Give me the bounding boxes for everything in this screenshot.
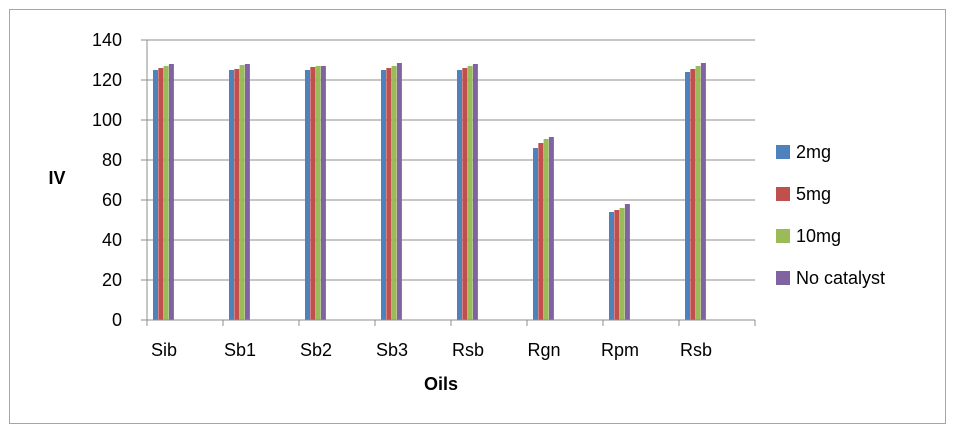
bar-5mg-rpm bbox=[614, 210, 620, 320]
y-tick-label: 40 bbox=[102, 230, 122, 250]
bar-2mg-rsb bbox=[685, 72, 690, 320]
bars bbox=[153, 63, 706, 320]
bar-no-catalyst-sib bbox=[168, 64, 174, 320]
x-tick-label: Rsb bbox=[452, 340, 484, 360]
bar-2mg-sb1 bbox=[229, 70, 234, 320]
x-axis-title: Oils bbox=[424, 374, 458, 394]
bar-2mg-sb2 bbox=[305, 70, 310, 320]
y-tick-label: 60 bbox=[102, 190, 122, 210]
y-tick-label: 20 bbox=[102, 270, 122, 290]
y-axis-title: IV bbox=[48, 168, 65, 188]
bar-5mg-sb2 bbox=[310, 67, 316, 320]
bar-2mg-sib bbox=[153, 70, 158, 320]
x-tick-label: Sb1 bbox=[224, 340, 256, 360]
legend-swatch bbox=[776, 187, 790, 201]
legend-label: 2mg bbox=[796, 142, 831, 162]
bar-5mg-sb3 bbox=[386, 68, 392, 320]
x-tick-label: Rpm bbox=[601, 340, 639, 360]
bar-no-catalyst-sb3 bbox=[396, 63, 402, 320]
legend-label: 10mg bbox=[796, 226, 841, 246]
x-tick-label: Sib bbox=[151, 340, 177, 360]
x-tick-label: Rsb bbox=[680, 340, 712, 360]
bar-10mg-rgn bbox=[543, 139, 549, 320]
y-tick-label: 100 bbox=[92, 110, 122, 130]
bar-no-catalyst-rsb bbox=[700, 63, 706, 320]
y-tick-label: 0 bbox=[112, 310, 122, 330]
bar-no-catalyst-sb2 bbox=[320, 66, 326, 320]
legend-swatch bbox=[776, 145, 790, 159]
bar-no-catalyst-sb1 bbox=[244, 64, 250, 320]
x-tick-label: Sb2 bbox=[300, 340, 332, 360]
bar-2mg-rgn bbox=[533, 148, 538, 320]
bar-5mg-rgn bbox=[538, 143, 544, 320]
bar-5mg-rsb bbox=[462, 68, 468, 320]
bar-5mg-sb1 bbox=[234, 69, 240, 320]
y-tick-labels: 0 20 40 60 80 100 120 140 bbox=[92, 30, 122, 330]
bar-10mg-rpm bbox=[619, 208, 625, 320]
bar-no-catalyst-rpm bbox=[624, 204, 630, 320]
axes bbox=[141, 39, 756, 326]
bar-2mg-sb3 bbox=[381, 70, 386, 320]
y-tick-label: 80 bbox=[102, 150, 122, 170]
x-tick-labels: Sib Sb1 Sb2 Sb3 Rsb Rgn Rpm Rsb bbox=[151, 340, 712, 360]
legend: 2mg 5mg 10mg No catalyst bbox=[776, 142, 885, 288]
y-tick-label: 140 bbox=[92, 30, 122, 50]
bar-2mg-rsb bbox=[457, 70, 462, 320]
legend-swatch bbox=[776, 229, 790, 243]
bar-10mg-sib bbox=[163, 66, 169, 320]
legend-swatch bbox=[776, 271, 790, 285]
bar-5mg-rsb bbox=[690, 69, 696, 320]
bar-5mg-sib bbox=[158, 68, 164, 320]
y-tick-label: 120 bbox=[92, 70, 122, 90]
bar-2mg-rpm bbox=[609, 212, 614, 320]
bar-10mg-sb1 bbox=[239, 65, 245, 320]
bar-10mg-sb3 bbox=[391, 66, 397, 320]
bar-no-catalyst-rgn bbox=[548, 137, 554, 320]
legend-label: No catalyst bbox=[796, 268, 885, 288]
bar-10mg-sb2 bbox=[315, 66, 321, 320]
bar-10mg-rsb bbox=[467, 66, 473, 320]
bar-no-catalyst-rsb bbox=[472, 64, 478, 320]
x-tick-label: Rgn bbox=[527, 340, 560, 360]
x-tick-label: Sb3 bbox=[376, 340, 408, 360]
bar-10mg-rsb bbox=[695, 66, 701, 320]
legend-label: 5mg bbox=[796, 184, 831, 204]
